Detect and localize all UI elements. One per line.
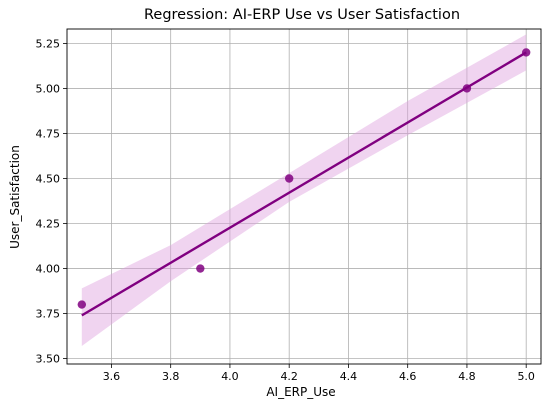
y-tick-label: 3.50 [36,353,61,366]
y-tick-label: 4.00 [36,263,61,276]
plot-frame [66,28,542,365]
x-tick-label: 5.0 [517,370,535,383]
data-point [284,174,294,183]
x-tick-label: 3.8 [162,370,180,383]
chart-title: Regression: AI-ERP Use vs User Satisfact… [144,7,460,23]
y-tick-label: 4.75 [36,127,61,140]
x-tick-label: 4.2 [280,370,298,383]
y-tick-label: 5.25 [36,37,61,50]
x-tick-label: 4.0 [221,370,239,383]
y-tick-label: 3.75 [36,308,61,321]
x-axis-label: AI_ERP_Use [266,385,335,399]
x-tick-label: 4.8 [458,370,476,383]
y-tick-label: 4.50 [36,172,61,185]
y-axis-ticks: 3.50 3.75 4.00 4.25 4.50 4.75 5.00 5.25 [36,37,67,366]
regression-line [81,51,527,317]
x-tick-label: 4.4 [340,370,358,383]
y-tick-label: 5.00 [36,82,61,95]
data-point [196,264,205,273]
x-axis-ticks: 3.6 3.8 4.0 4.2 4.4 4.6 4.8 5.0 [103,364,535,383]
confidence-band [81,34,527,347]
data-point [77,300,87,309]
y-axis-label: User_Satisfaction [8,145,22,249]
x-tick-label: 3.6 [103,370,121,383]
y-tick-label: 4.25 [36,218,61,231]
gridlines [67,29,541,364]
x-tick-label: 4.6 [399,370,417,383]
